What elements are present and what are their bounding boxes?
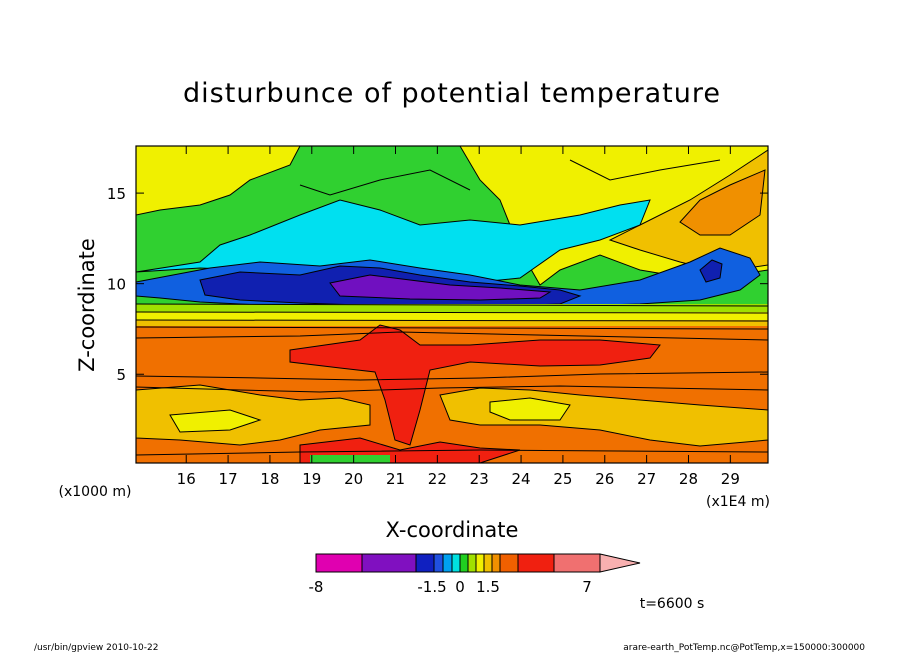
footer-left: /usr/bin/gpview 2010-10-22	[34, 643, 158, 653]
x-tick-label: 26	[595, 470, 614, 488]
x-tick-label: 24	[512, 470, 531, 488]
x-tick-label: 20	[344, 470, 363, 488]
colorbar-segment	[517, 553, 555, 573]
colorbar-label: 7	[582, 578, 592, 596]
x-tick-label: 22	[428, 470, 447, 488]
colorbar-segment	[483, 553, 493, 573]
band-upper-deeporange-right	[679, 169, 766, 236]
colorbar-segment	[451, 553, 461, 573]
field-bands	[136, 146, 768, 463]
colorbar-segment	[433, 553, 444, 573]
band-upper-yellow	[136, 146, 301, 216]
colorbar-segment	[491, 553, 501, 573]
plot-field	[136, 146, 768, 463]
band-lower-yellow	[169, 409, 262, 433]
colorbar-segment	[475, 553, 485, 573]
footer-right: arare-earth_PotTemp.nc@PotTemp,x=150000:…	[623, 643, 865, 653]
time-label: t=6600 s	[640, 596, 705, 612]
x-tick-label: 29	[721, 470, 740, 488]
colorbar-labels: -8 -1.5 0 1.5 7	[309, 578, 592, 596]
x-tick-label: 18	[260, 470, 279, 488]
colorbar-label: 0	[455, 578, 465, 596]
colorbar-segment	[361, 553, 417, 573]
x-tick-label: 23	[470, 470, 489, 488]
y-tick-label: 15	[107, 185, 126, 203]
y-tick-label: 5	[116, 366, 126, 384]
x-tick-label: 17	[219, 470, 238, 488]
x-tick-label: 16	[177, 470, 196, 488]
y-axis-unit: (x1000 m)	[59, 484, 132, 500]
band-blue-right-core	[699, 259, 723, 283]
band-lower-yellow-right	[489, 397, 571, 421]
x-tick-label: 28	[679, 470, 698, 488]
x-tick-label: 21	[386, 470, 405, 488]
band-violet	[329, 274, 552, 301]
colorbar-segment	[415, 553, 435, 573]
x-axis-ticks: 16 17 18 19 20 21 22 23 24 25 26 27 28 29	[177, 146, 740, 488]
plot-frame	[135, 145, 769, 464]
colorbar-segment	[315, 553, 363, 573]
colorbar-label: 1.5	[476, 578, 500, 596]
x-tick-label: 19	[302, 470, 321, 488]
y-tick-label: 10	[107, 276, 126, 294]
colorbar-segment	[459, 553, 469, 573]
band-lightgreen	[136, 304, 768, 314]
colorbar-arrow	[599, 553, 641, 573]
contour-lines	[136, 159, 768, 456]
y-axis-ticks: 5 10 15	[107, 185, 768, 384]
chart-title: disturbunce of potential temperature	[183, 78, 721, 109]
band-red-main	[289, 324, 661, 446]
colorbar-segment	[467, 553, 477, 573]
colorbar	[315, 553, 641, 573]
band-gold-mid	[136, 320, 768, 328]
band-yellow-mid	[136, 312, 768, 322]
colorbar-segment	[442, 553, 453, 573]
band-bottom-green	[310, 455, 390, 463]
x-tick-label: 27	[637, 470, 656, 488]
colorbar-segment	[499, 553, 519, 573]
y-axis-label: Z-coordinate	[75, 238, 99, 372]
colorbar-segment	[553, 553, 601, 573]
x-tick-label: 25	[553, 470, 572, 488]
x-axis-label: X-coordinate	[386, 518, 519, 542]
x-axis-unit: (x1E4 m)	[706, 494, 770, 510]
colorbar-label: -1.5	[417, 578, 446, 596]
colorbar-label: -8	[309, 578, 324, 596]
